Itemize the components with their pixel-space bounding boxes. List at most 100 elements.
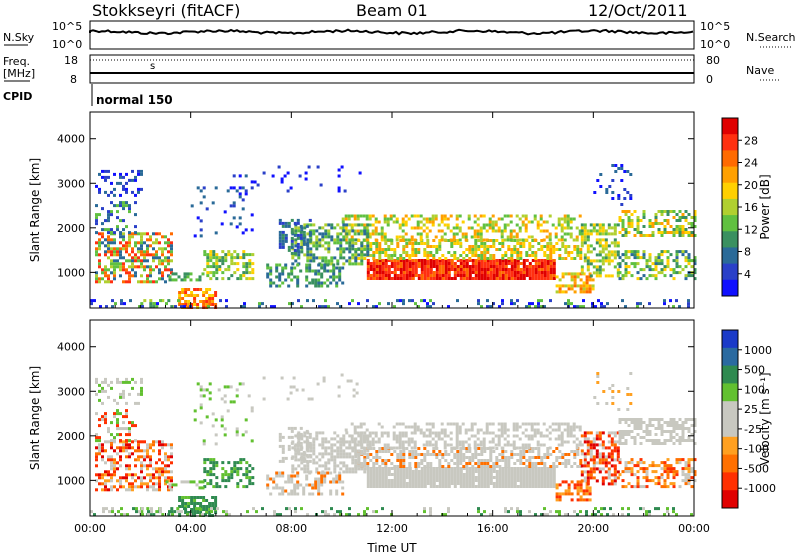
echo-cell — [607, 250, 611, 254]
echo-cell — [402, 302, 405, 306]
echo-cell — [211, 303, 215, 306]
echo-cell — [576, 450, 580, 453]
echo-cell — [417, 251, 421, 254]
echo-cell — [684, 467, 688, 471]
echo-cell — [474, 467, 478, 470]
echo-cell — [549, 485, 553, 488]
echo-cell — [663, 268, 667, 272]
echo-cell — [441, 259, 445, 262]
echo-cell — [592, 476, 596, 480]
echo-cell — [534, 262, 538, 265]
echo-cell — [607, 431, 611, 435]
echo-cell — [293, 492, 297, 496]
echo-cell — [164, 476, 167, 480]
echo-cell — [119, 395, 122, 399]
echo-cell — [542, 238, 546, 242]
echo-cell — [300, 461, 304, 465]
echo-cell — [196, 496, 200, 499]
echo-cell — [459, 459, 463, 462]
echo-cell — [345, 223, 349, 227]
echo-cell — [187, 288, 191, 291]
echo-cell — [384, 251, 388, 254]
echo-cell — [434, 440, 438, 444]
echo-cell — [380, 226, 384, 230]
echo-cell — [537, 470, 541, 473]
echo-cell — [516, 470, 520, 473]
echo-cell — [401, 229, 405, 233]
echo-cell — [256, 183, 260, 187]
echo-cell — [416, 232, 420, 236]
echo-cell — [167, 458, 170, 462]
echo-cell — [411, 476, 415, 479]
echo-cell — [167, 262, 170, 266]
echo-cell — [513, 277, 517, 280]
echo-cell — [509, 443, 513, 447]
echo-cell — [303, 464, 307, 468]
echo-cell — [396, 473, 400, 476]
echo-cell — [557, 422, 561, 426]
echo-cell — [351, 299, 354, 303]
echo-cell — [663, 479, 667, 483]
echo-cell — [393, 271, 397, 274]
echo-cell — [235, 430, 239, 434]
echo-cell — [211, 300, 215, 303]
echo-cell — [395, 217, 399, 221]
echo-cell — [519, 274, 523, 277]
echo-cell — [543, 456, 547, 459]
echo-cell — [642, 467, 646, 471]
echo-cell — [654, 427, 658, 430]
echo-cell — [414, 470, 418, 473]
echo-cell — [579, 284, 583, 288]
echo-cell — [323, 263, 327, 267]
echo-cell — [552, 274, 556, 277]
echo-cell — [402, 268, 406, 271]
echo-cell — [113, 265, 116, 269]
echo-cell — [299, 456, 303, 460]
echo-cell — [342, 262, 346, 266]
echo-cell — [341, 281, 345, 285]
echo-cell — [369, 476, 373, 479]
echo-cell — [351, 467, 355, 471]
echo-cell — [601, 440, 605, 444]
echo-cell — [539, 431, 543, 435]
echo-cell — [586, 247, 590, 251]
echo-cell — [519, 277, 523, 280]
echo-cell — [203, 253, 207, 257]
echo-cell — [595, 455, 599, 459]
echo-cell — [140, 187, 143, 191]
echo-cell — [591, 284, 595, 288]
echo-cell — [270, 305, 273, 309]
echo-cell — [684, 231, 688, 234]
echo-cell — [519, 245, 523, 248]
echo-cell — [206, 271, 210, 275]
echo-cell — [675, 299, 678, 303]
echo-cell — [557, 428, 561, 432]
echo-cell — [411, 479, 415, 482]
echo-cell — [287, 492, 291, 496]
echo-cell — [296, 480, 300, 484]
echo-cell — [595, 259, 599, 263]
echo-cell — [278, 284, 282, 288]
echo-cell — [324, 467, 328, 471]
echo-cell — [566, 440, 570, 444]
echo-cell — [500, 425, 504, 429]
echo-cell — [233, 461, 237, 465]
echo-cell — [134, 464, 137, 468]
echo-cell — [357, 247, 361, 251]
echo-cell — [480, 470, 484, 473]
echo-cell — [140, 476, 143, 480]
echo-cell — [223, 385, 227, 389]
echo-cell — [152, 253, 155, 257]
echo-cell — [116, 418, 119, 422]
echo-cell — [296, 233, 300, 237]
echo-cell — [690, 231, 694, 234]
echo-cell — [248, 464, 252, 468]
echo-cell — [363, 248, 367, 251]
echo-cell — [450, 242, 454, 245]
echo-cell — [489, 277, 493, 280]
echo-cell — [131, 232, 134, 236]
echo-cell — [302, 486, 306, 490]
echo-cell — [244, 418, 248, 422]
echo-cell — [438, 482, 442, 485]
echo-cell — [435, 262, 439, 265]
